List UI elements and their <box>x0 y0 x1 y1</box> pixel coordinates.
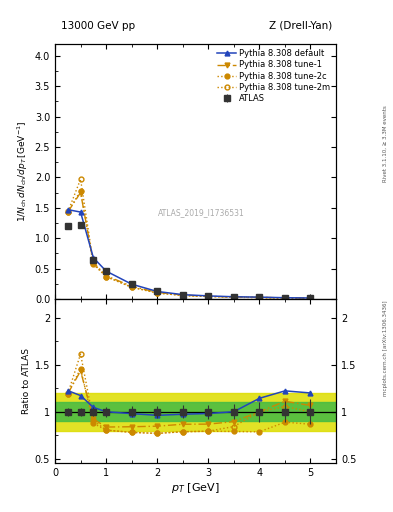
Pythia 8.308 tune-2m <box>283 295 287 301</box>
Pythia 8.308 tune-1 <box>65 209 70 215</box>
Bar <box>55 402 336 421</box>
Pythia 8.308 tune-2c <box>231 294 236 301</box>
Line: Pythia 8.308 tune-2c: Pythia 8.308 tune-2c <box>65 188 313 301</box>
Pythia 8.308 tune-2c <box>308 295 313 302</box>
X-axis label: $p_T$ [GeV]: $p_T$ [GeV] <box>171 481 220 495</box>
Text: Rivet 3.1.10, ≥ 3.3M events: Rivet 3.1.10, ≥ 3.3M events <box>383 105 387 182</box>
Line: Pythia 8.308 tune-2m: Pythia 8.308 tune-2m <box>65 177 313 301</box>
Pythia 8.308 tune-2m <box>129 284 134 290</box>
Pythia 8.308 default <box>91 254 96 261</box>
Legend: Pythia 8.308 default, Pythia 8.308 tune-1, Pythia 8.308 tune-2c, Pythia 8.308 tu: Pythia 8.308 default, Pythia 8.308 tune-… <box>216 48 332 104</box>
Bar <box>55 393 336 431</box>
Pythia 8.308 default <box>155 288 160 294</box>
Pythia 8.308 tune-2m <box>231 294 236 300</box>
Y-axis label: Ratio to ATLAS: Ratio to ATLAS <box>22 348 31 414</box>
Pythia 8.308 tune-2m <box>180 292 185 298</box>
Pythia 8.308 tune-2c <box>129 284 134 290</box>
Pythia 8.308 tune-2m <box>308 295 313 301</box>
Pythia 8.308 tune-1 <box>231 294 236 300</box>
Y-axis label: $1/N_\mathrm{ch}\,dN_\mathrm{ch}/dp_T\,[\mathrm{GeV}^{-1}]$: $1/N_\mathrm{ch}\,dN_\mathrm{ch}/dp_T\,[… <box>16 121 31 222</box>
Pythia 8.308 tune-1 <box>129 283 134 289</box>
Pythia 8.308 default <box>308 295 313 301</box>
Pythia 8.308 tune-1 <box>180 292 185 298</box>
Pythia 8.308 default <box>257 294 262 300</box>
Pythia 8.308 tune-2m <box>78 176 83 182</box>
Pythia 8.308 tune-2m <box>65 209 70 215</box>
Pythia 8.308 default <box>180 291 185 297</box>
Pythia 8.308 default <box>206 293 211 299</box>
Pythia 8.308 tune-2c <box>180 292 185 298</box>
Pythia 8.308 tune-2m <box>91 260 96 266</box>
Text: Z (Drell-Yan): Z (Drell-Yan) <box>269 20 332 31</box>
Pythia 8.308 tune-2m <box>104 273 108 280</box>
Line: Pythia 8.308 default: Pythia 8.308 default <box>65 207 313 301</box>
Pythia 8.308 tune-1 <box>155 289 160 295</box>
Pythia 8.308 tune-1 <box>206 293 211 300</box>
Pythia 8.308 tune-2m <box>257 294 262 301</box>
Pythia 8.308 default <box>65 206 70 212</box>
Pythia 8.308 default <box>231 294 236 300</box>
Line: Pythia 8.308 tune-1: Pythia 8.308 tune-1 <box>65 190 313 301</box>
Pythia 8.308 tune-2c <box>283 295 287 301</box>
Pythia 8.308 tune-2c <box>91 261 96 267</box>
Pythia 8.308 tune-1 <box>308 295 313 301</box>
Text: 13000 GeV pp: 13000 GeV pp <box>61 20 135 31</box>
Pythia 8.308 default <box>104 268 108 274</box>
Pythia 8.308 tune-1 <box>283 295 287 301</box>
Pythia 8.308 tune-2c <box>206 293 211 300</box>
Pythia 8.308 tune-1 <box>91 260 96 266</box>
Pythia 8.308 tune-1 <box>257 294 262 301</box>
Pythia 8.308 tune-2c <box>257 295 262 301</box>
Pythia 8.308 tune-2c <box>65 209 70 215</box>
Pythia 8.308 tune-1 <box>78 189 83 196</box>
Pythia 8.308 default <box>283 295 287 301</box>
Pythia 8.308 tune-2m <box>155 290 160 296</box>
Text: mcplots.cern.ch [arXiv:1306.3436]: mcplots.cern.ch [arXiv:1306.3436] <box>383 301 387 396</box>
Pythia 8.308 tune-2m <box>206 293 211 300</box>
Pythia 8.308 tune-2c <box>155 290 160 296</box>
Pythia 8.308 tune-2c <box>104 273 108 280</box>
Pythia 8.308 default <box>78 209 83 215</box>
Pythia 8.308 default <box>129 281 134 287</box>
Text: ATLAS_2019_I1736531: ATLAS_2019_I1736531 <box>158 208 244 217</box>
Pythia 8.308 tune-2c <box>78 188 83 194</box>
Pythia 8.308 tune-1 <box>104 272 108 279</box>
